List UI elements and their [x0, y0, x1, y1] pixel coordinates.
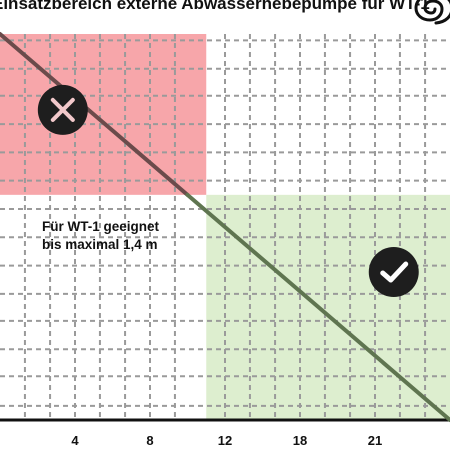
brand-logo-icon — [412, 0, 450, 26]
x-tick-label: 12 — [218, 433, 232, 448]
cross-icon — [38, 85, 88, 135]
annotation-line-2: bis maximal 1,4 m — [42, 236, 159, 254]
chart-annotation: Für WT-1 geeignet bis maximal 1,4 m — [42, 218, 159, 254]
check-icon — [369, 247, 419, 297]
x-tick-label: 18 — [293, 433, 307, 448]
chart-title: Einsatzbereich externe Abwasserhebepumpe… — [0, 0, 430, 14]
x-tick-label: 21 — [368, 433, 382, 448]
annotation-line-1: Für WT-1 geeignet — [42, 218, 159, 236]
x-tick-label: 8 — [146, 433, 153, 448]
x-tick-label: 4 — [71, 433, 79, 448]
